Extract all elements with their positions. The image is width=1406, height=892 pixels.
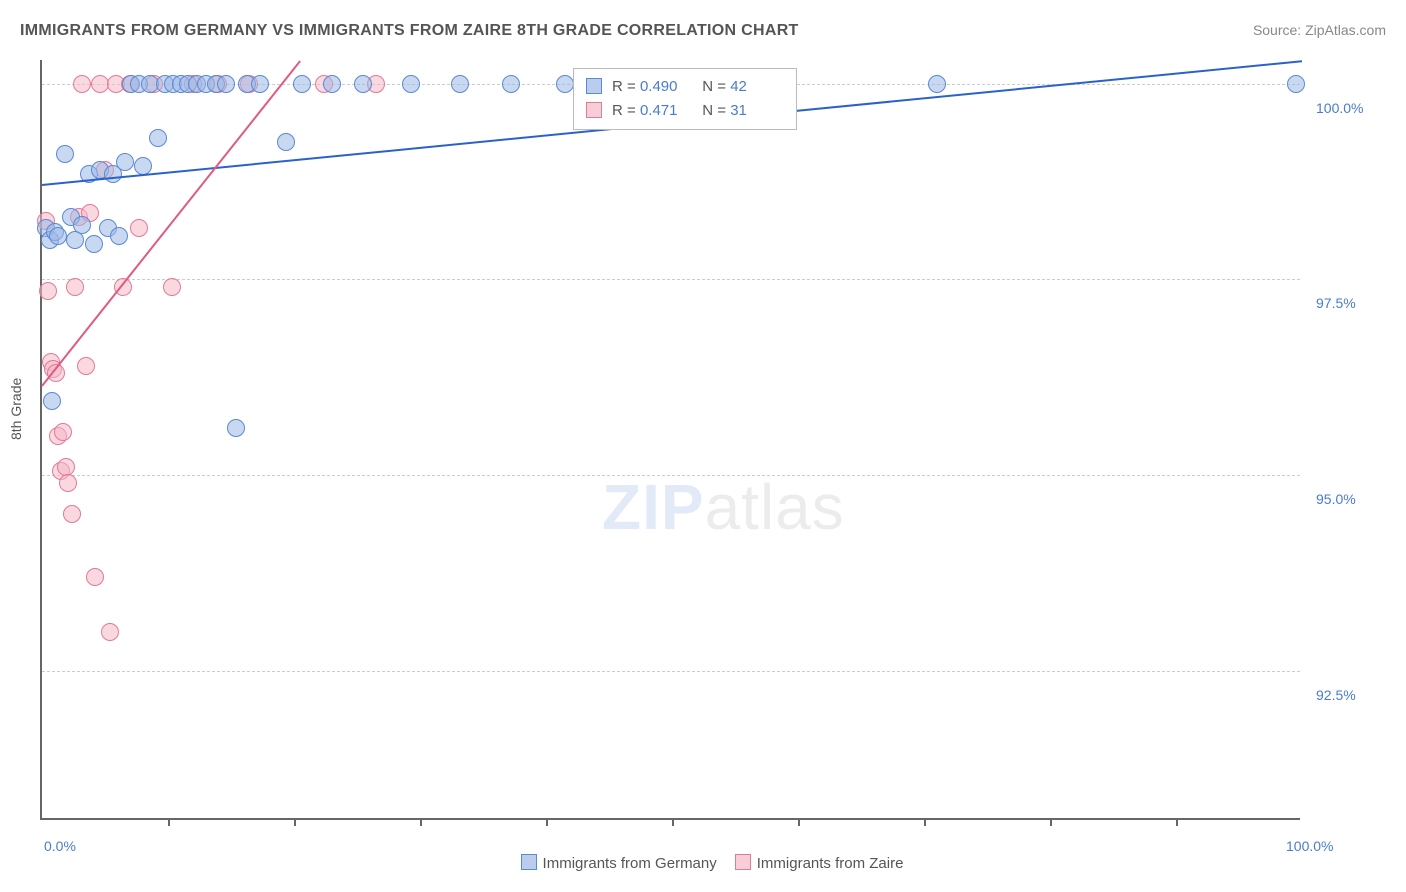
stats-row: R = 0.490 N = 42	[586, 75, 784, 99]
x-tick	[294, 818, 296, 826]
x-axis-start-label: 0.0%	[44, 838, 76, 854]
stats-r-label: R =	[612, 78, 640, 95]
data-point	[73, 216, 91, 234]
data-point	[39, 282, 57, 300]
x-tick	[546, 818, 548, 826]
legend-label: Immigrants from Zaire	[757, 855, 904, 872]
x-tick	[672, 818, 674, 826]
data-point	[251, 75, 269, 93]
legend-swatch	[521, 854, 537, 870]
data-point	[66, 278, 84, 296]
gridline	[42, 279, 1300, 280]
data-point	[556, 75, 574, 93]
watermark: ZIPatlas	[602, 470, 845, 544]
data-point	[49, 227, 67, 245]
x-tick	[798, 818, 800, 826]
data-point	[54, 423, 72, 441]
data-point	[134, 157, 152, 175]
data-point	[1287, 75, 1305, 93]
watermark-zip: ZIP	[602, 471, 705, 543]
data-point	[323, 75, 341, 93]
data-point	[73, 75, 91, 93]
legend-swatch	[735, 854, 751, 870]
data-point	[77, 357, 95, 375]
data-point	[91, 75, 109, 93]
data-point	[66, 231, 84, 249]
data-point	[354, 75, 372, 93]
legend: Immigrants from Germany Immigrants from Z…	[0, 854, 1406, 872]
y-tick-label: 95.0%	[1316, 491, 1356, 507]
data-point	[101, 623, 119, 641]
data-point	[43, 392, 61, 410]
data-point	[63, 505, 81, 523]
data-point	[149, 129, 167, 147]
gridline	[42, 671, 1300, 672]
stats-row: R = 0.471 N = 31	[586, 99, 784, 123]
data-point	[217, 75, 235, 93]
data-point	[116, 153, 134, 171]
data-point	[86, 568, 104, 586]
stats-n-value: 31	[730, 99, 784, 123]
correlation-stats-box: R = 0.490 N = 42R = 0.471 N = 31	[573, 68, 797, 130]
stats-n-label: N =	[702, 78, 730, 95]
data-point	[502, 75, 520, 93]
y-tick-label: 100.0%	[1316, 100, 1363, 116]
series-swatch	[586, 102, 602, 118]
x-axis-end-label: 100.0%	[1286, 838, 1333, 854]
data-point	[277, 133, 295, 151]
data-point	[56, 145, 74, 163]
watermark-atlas: atlas	[705, 471, 845, 543]
series-swatch	[586, 78, 602, 94]
gridline	[42, 475, 1300, 476]
source-label: Source: ZipAtlas.com	[1253, 22, 1386, 38]
data-point	[293, 75, 311, 93]
data-point	[402, 75, 420, 93]
data-point	[85, 235, 103, 253]
data-point	[59, 474, 77, 492]
stats-n-value: 42	[730, 75, 784, 99]
data-point	[130, 219, 148, 237]
data-point	[451, 75, 469, 93]
data-point	[163, 278, 181, 296]
stats-n-label: N =	[702, 102, 730, 119]
chart-title: IMMIGRANTS FROM GERMANY VS IMMIGRANTS FR…	[20, 22, 799, 40]
x-tick	[1050, 818, 1052, 826]
y-tick-label: 97.5%	[1316, 295, 1356, 311]
stats-r-label: R =	[612, 102, 640, 119]
data-point	[227, 419, 245, 437]
x-tick	[1176, 818, 1178, 826]
legend-label: Immigrants from Germany	[543, 855, 717, 872]
x-tick	[924, 818, 926, 826]
y-axis-label: 8th Grade	[8, 378, 24, 440]
stats-r-value: 0.471	[640, 99, 694, 123]
data-point	[928, 75, 946, 93]
y-tick-label: 92.5%	[1316, 687, 1356, 703]
x-tick	[168, 818, 170, 826]
x-tick	[420, 818, 422, 826]
stats-r-value: 0.490	[640, 75, 694, 99]
data-point	[110, 227, 128, 245]
plot-area: ZIPatlas	[40, 60, 1300, 820]
